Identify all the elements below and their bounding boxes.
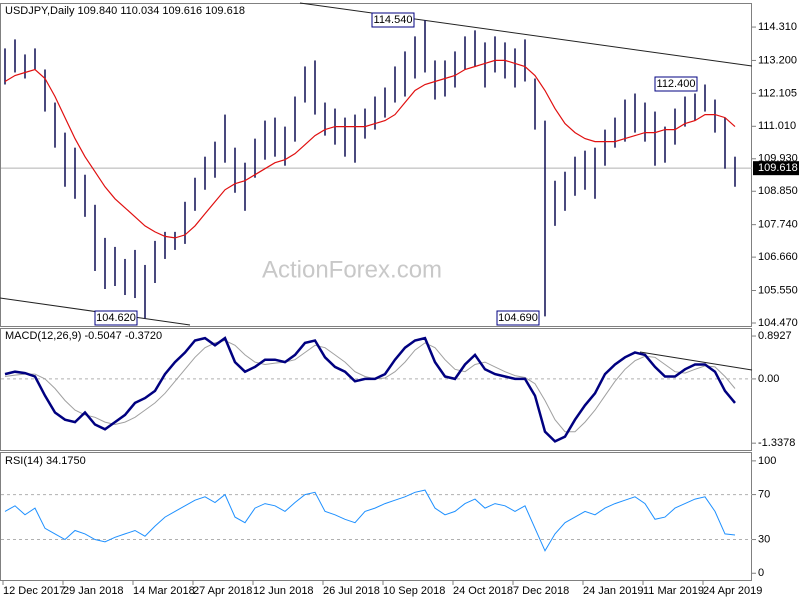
y-tick-label: 0.8927: [758, 330, 792, 342]
watermark: ActionForex.com: [262, 256, 442, 283]
x-tick-label: 10 Sep 2018: [383, 585, 445, 597]
y-tick-label: 106.660: [758, 251, 798, 263]
x-tick-label: 7 Dec 2018: [513, 585, 569, 597]
panel-title: MACD(12,26,9) -0.5047 -0.3720: [5, 330, 162, 342]
x-tick-label: 11 Mar 2019: [643, 585, 704, 597]
y-tick-label: 0.00: [758, 373, 779, 385]
rsi-line: [4, 489, 736, 552]
x-tick-label: 24 Apr 2019: [703, 585, 762, 597]
panel-title: USDJPY,Daily 109.840 110.034 109.616 109…: [5, 5, 245, 17]
y-tick-label: -1.3378: [758, 437, 795, 449]
annotation: 104.690: [498, 312, 538, 324]
x-tick-label: 24 Jan 2019: [583, 585, 644, 597]
x-tick-label: 27 Apr 2018: [193, 585, 252, 597]
y-tick-label: 108.850: [758, 185, 798, 197]
panel-title: RSI(14) 34.1750: [5, 455, 86, 467]
x-tick-label: 29 Jan 2018: [63, 585, 124, 597]
macd-line: [4, 336, 736, 443]
y-tick-label: 112.105: [758, 87, 797, 99]
rsi-panel-frame: [0, 452, 752, 581]
y-tick-label: 105.550: [758, 284, 798, 296]
macd-trendline: [639, 351, 753, 371]
annotation-box: [654, 76, 698, 92]
y-tick-label: 100: [758, 455, 776, 467]
y-tick-label: 0: [758, 567, 764, 579]
x-tick-label: 14 Mar 2018: [133, 585, 195, 597]
annotation: 104.620: [96, 312, 136, 324]
x-tick-label: 24 Oct 2018: [453, 585, 513, 597]
y-tick-label: 113.200: [758, 54, 797, 66]
y-tick-label: 114.310: [758, 21, 797, 33]
moving-average: [4, 59, 736, 239]
annotation-box: [371, 12, 415, 28]
y-tick-label: 70: [758, 488, 770, 500]
annotation: 112.400: [657, 78, 696, 90]
x-tick-label: 26 Jul 2018: [323, 585, 380, 597]
x-tick-label: 12 Dec 2017: [3, 585, 65, 597]
price-panel-frame: [0, 3, 752, 327]
annotation-box: [94, 310, 138, 326]
y-tick-label: 104.470: [758, 317, 798, 329]
last-price-label: 109.618: [758, 162, 798, 174]
y-tick-label: 107.740: [758, 219, 798, 231]
annotation-box: [496, 310, 540, 326]
y-tick-label: 111.010: [758, 120, 796, 132]
annotation: 114.540: [374, 14, 413, 26]
last-price-box: [753, 161, 799, 176]
x-tick-label: 12 Jun 2018: [253, 585, 314, 597]
macd-panel-frame: [0, 328, 752, 451]
y-tick-label: 30: [758, 533, 770, 545]
